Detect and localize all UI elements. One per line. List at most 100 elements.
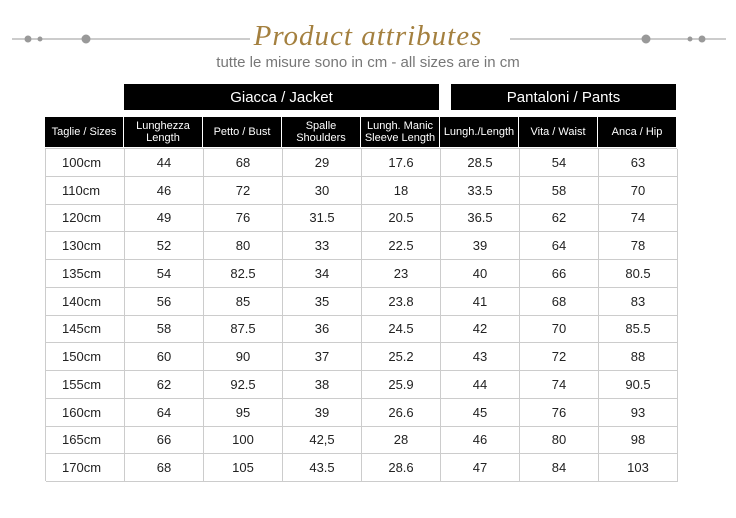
table-cell: 31.5 [283,204,362,233]
table-cell: 26.6 [362,398,441,427]
table-cell: 100cm [46,149,125,177]
table-cell: 34 [283,260,362,288]
table-cell: 64 [520,232,599,260]
table-cell: 72 [204,176,283,205]
column-header: Anca / Hip [598,117,677,147]
table-cell: 85 [204,287,283,316]
table-cell: 56 [125,287,204,316]
column-header: Taglie / Sizes [45,117,124,147]
table-cell: 74 [599,204,678,233]
table-cell: 74 [520,371,599,399]
table-cell: 62 [125,371,204,399]
table-cell: 28.5 [441,149,520,177]
table-cell: 76 [204,204,283,233]
table-cell: 17.6 [362,149,441,177]
table-cell: 98 [599,426,678,455]
table-cell: 35 [283,287,362,316]
table-cell: 60 [125,343,204,371]
table-cell: 85.5 [599,315,678,344]
table-cell: 44 [125,149,204,177]
table-cell: 45 [441,398,520,427]
table-cell: 23 [362,260,441,288]
table-cell: 33.5 [441,176,520,205]
table-cell: 76 [520,398,599,427]
header-line: Lunghezza [136,120,190,132]
table-cell: 58 [125,315,204,344]
column-header: Lunghezza Length [124,117,203,147]
table-cell: 37 [283,343,362,371]
header-line: Anca / Hip [611,126,663,138]
table-cell: 83 [599,287,678,316]
group-header: Giacca / Jacket [124,84,439,110]
table-cell: 82.5 [204,260,283,288]
table-cell: 41 [441,287,520,316]
table-cell: 70 [520,315,599,344]
header-line: Lungh./Length [443,126,515,138]
table-cell: 87.5 [204,315,283,344]
table-cell: 44 [441,371,520,399]
table-cell: 95 [204,398,283,427]
table-cell: 103 [599,454,678,482]
header-line: Vita / Waist [530,126,586,138]
table-cell: 145cm [46,315,125,344]
table-cell: 28.6 [362,454,441,482]
table-cell: 23.8 [362,287,441,316]
table-cell: 80 [520,426,599,455]
table-cell: 52 [125,232,204,260]
table-cell: 120cm [46,204,125,233]
table-cell: 25.9 [362,371,441,399]
table-cell: 68 [204,149,283,177]
table-cell: 100 [204,426,283,455]
table-cell: 54 [520,149,599,177]
header-line: Length [146,132,180,144]
header-line: Sleeve Length [364,132,436,144]
table-cell: 140cm [46,287,125,316]
title: Product attributes [253,20,483,52]
table-cell: 64 [125,398,204,427]
table-cell: 93 [599,398,678,427]
table-cell: 90.5 [599,371,678,399]
table-cell: 80 [204,232,283,260]
table-cell: 49 [125,204,204,233]
table-cell: 68 [520,287,599,316]
table-cell: 43 [441,343,520,371]
table-cell: 36.5 [441,204,520,233]
table-cell: 28 [362,426,441,455]
column-header: Lungh. Manic Sleeve Length [361,117,440,147]
table-cell: 25.2 [362,343,441,371]
header-line: Lungh. Manic [366,120,434,132]
table-cell: 38 [283,371,362,399]
table-cell: 78 [599,232,678,260]
header-line: Spalle [305,120,337,132]
table-cell: 165cm [46,426,125,455]
table-cell: 36 [283,315,362,344]
decoration [12,34,726,44]
table-cell: 46 [441,426,520,455]
table-cell: 47 [441,454,520,482]
table-cell: 160cm [46,398,125,427]
column-header: Lungh./Length [440,117,519,147]
table-cell: 29 [283,149,362,177]
table-cell: 135cm [46,260,125,288]
table-cell: 150cm [46,343,125,371]
table-cell: 18 [362,176,441,205]
table-cell: 39 [441,232,520,260]
header-line: Petto / Bust [213,126,271,138]
table-cell: 155cm [46,371,125,399]
table-cell: 42 [441,315,520,344]
column-header: Petto / Bust [203,117,282,147]
table-cell: 92.5 [204,371,283,399]
table-cell: 130cm [46,232,125,260]
table-cell: 66 [520,260,599,288]
table-cell: 88 [599,343,678,371]
table-cell: 20.5 [362,204,441,233]
table-cell: 84 [520,454,599,482]
table-cell: 68 [125,454,204,482]
table-cell: 58 [520,176,599,205]
column-header: Vita / Waist [519,117,598,147]
table-cell: 46 [125,176,204,205]
table-cell: 43.5 [283,454,362,482]
table-cell: 62 [520,204,599,233]
table-cell: 54 [125,260,204,288]
